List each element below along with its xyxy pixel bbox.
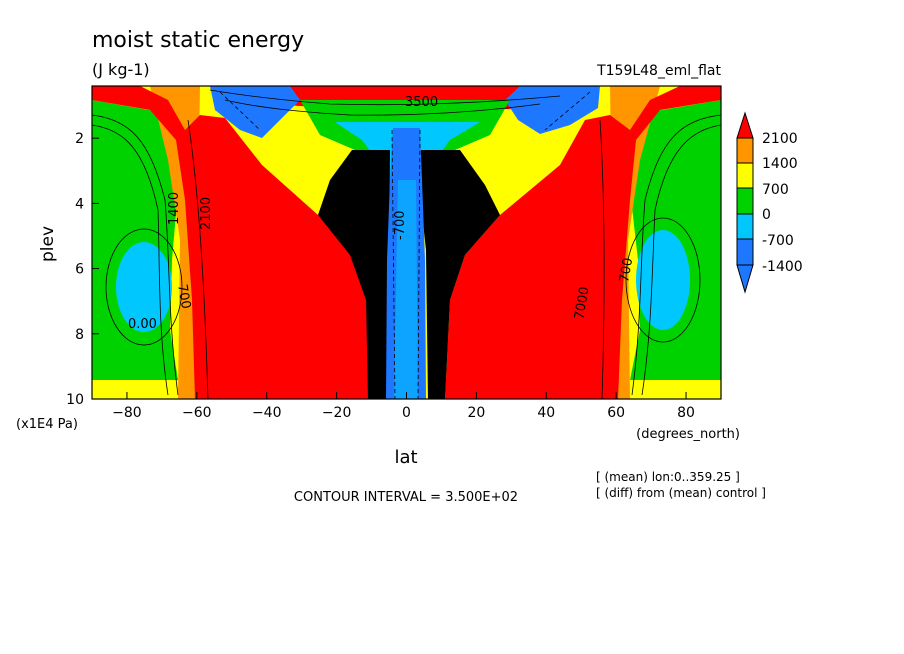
contour-label: 2100	[199, 197, 214, 230]
field-region-red-left	[92, 86, 372, 399]
x-axis: −80 −60 −40 −20 0 20 40 60 80	[112, 392, 695, 421]
x-tick-label: −80	[112, 405, 142, 421]
colorbar-swatch	[736, 162, 754, 189]
x-tick-label: 40	[537, 405, 555, 421]
x-tick-label: −60	[182, 405, 212, 421]
contour-label: 7000	[572, 285, 593, 320]
colorbar-label: 0	[762, 207, 771, 223]
contour-label-group: 700 700 0.00 1400 2100 -700 -1400 7000 3…	[128, 95, 636, 332]
contour-lines	[92, 89, 721, 399]
mean-note: [ (mean) lon:0..359.25 ]	[596, 470, 740, 484]
colorbar-label: 1400	[762, 156, 798, 172]
chart-title: moist static energy	[92, 28, 304, 53]
field-region-blue-upper-right	[505, 86, 600, 134]
colorbar-label: 2100	[762, 131, 798, 147]
colorbar-swatch	[736, 238, 754, 266]
contour-label: -700	[393, 210, 408, 240]
colorbar-bottom-triangle	[736, 264, 754, 294]
y-axis: 2 4 6 8 10	[66, 131, 99, 408]
x-tick-label: 80	[677, 405, 695, 421]
colorbar-label: -700	[762, 233, 794, 249]
field-region-cyan-left	[116, 242, 172, 332]
diff-note: [ (diff) from (mean) control ]	[596, 486, 766, 500]
contour-label: 3500	[405, 95, 438, 110]
colorbar-label: 700	[762, 182, 789, 198]
field-region-red-right	[445, 86, 721, 399]
contour-label: -1400	[426, 190, 441, 228]
colorbar-top-triangle	[736, 111, 754, 139]
x-axis-unit: (degrees_north)	[636, 427, 740, 442]
x-tick-label: −20	[322, 405, 352, 421]
colorbar-swatch	[736, 187, 754, 215]
x-tick-label: 20	[467, 405, 485, 421]
colorbar-swatch	[736, 137, 754, 164]
y-axis-unit: (x1E4 Pa)	[16, 417, 78, 432]
contour-label: 700	[174, 283, 193, 310]
contour-label: 1400	[167, 192, 182, 225]
y-tick-label: 2	[75, 131, 84, 147]
contour-label: 700	[617, 257, 636, 284]
contour-dense-right	[415, 150, 500, 399]
field-region-cyan-right	[636, 230, 690, 330]
plot-area: 700 700 0.00 1400 2100 -700 -1400 7000 3…	[92, 86, 721, 399]
contour-dense-left	[318, 150, 390, 399]
y-tick-label: 6	[75, 262, 84, 278]
x-tick-label: −40	[252, 405, 282, 421]
contour-lines-dashed	[219, 91, 591, 399]
x-tick-label: 0	[402, 405, 411, 421]
y-tick-label: 8	[75, 327, 84, 343]
chart-units: (J kg-1)	[92, 60, 150, 79]
colorbar: 2100 1400 700 0 -700 -1400	[736, 111, 803, 294]
y-tick-label: 10	[66, 392, 84, 408]
colorbar-label: -1400	[762, 259, 803, 275]
x-axis-label: lat	[394, 447, 417, 468]
colorbar-swatch	[736, 213, 754, 240]
contour-label: 0.00	[128, 317, 157, 332]
x-tick-label: 60	[607, 405, 625, 421]
y-axis-label: plev	[38, 226, 58, 262]
contour-interval-note: CONTOUR INTERVAL = 3.500E+02	[294, 490, 518, 505]
field-region-cyan-column	[394, 180, 418, 399]
y-tick-label: 4	[75, 196, 84, 212]
experiment-label: T159L48_eml_flat	[596, 63, 721, 79]
